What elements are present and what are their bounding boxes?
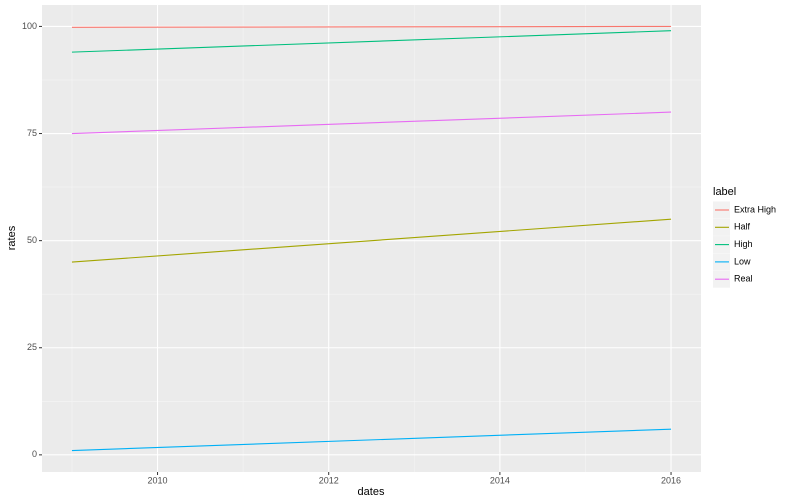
- x-axis-title: dates: [358, 486, 385, 498]
- y-tick-label: 25: [27, 342, 37, 352]
- legend-label: Extra High: [734, 204, 776, 214]
- series-line: [71, 111, 672, 135]
- legend-label: Real: [734, 274, 753, 284]
- x-tick-label: 2010: [148, 475, 168, 485]
- y-tick-label: 75: [27, 128, 37, 138]
- x-tick-label: 2016: [661, 475, 681, 485]
- legend-label: Low: [734, 256, 751, 266]
- legend-label: Half: [734, 222, 751, 232]
- plot-panel: [42, 5, 701, 472]
- legend-title: label: [713, 186, 736, 198]
- x-tick-label: 2014: [490, 475, 510, 485]
- series-line: [71, 428, 672, 452]
- series-line: [71, 218, 672, 263]
- series-line: [71, 30, 672, 53]
- legend-label: High: [734, 239, 753, 249]
- y-tick-label: 0: [32, 449, 37, 459]
- y-tick-label: 100: [22, 21, 37, 31]
- x-tick-label: 2012: [319, 475, 339, 485]
- series-line: [71, 25, 672, 28]
- y-axis-title: rates: [6, 225, 18, 250]
- y-tick-label: 50: [27, 235, 37, 245]
